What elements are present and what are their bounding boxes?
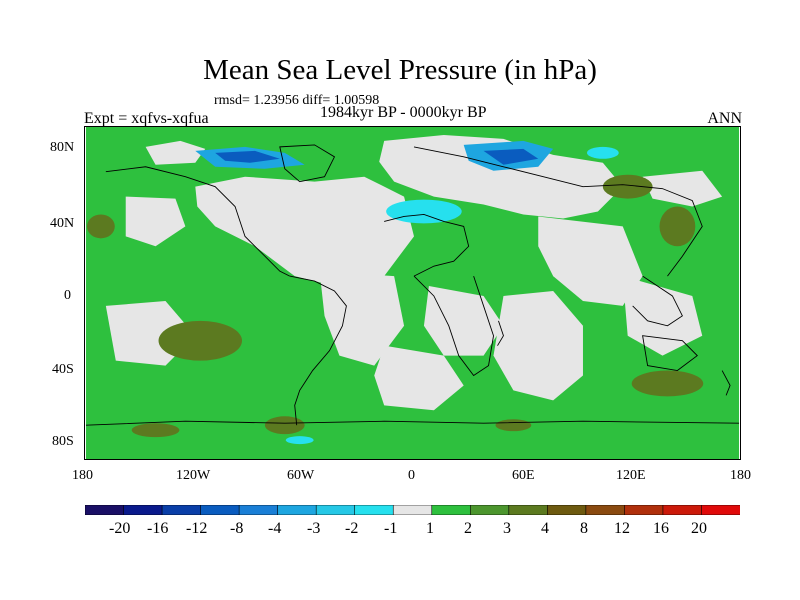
- pressure-map: [84, 126, 741, 460]
- colorbar-label: 20: [691, 520, 707, 537]
- colorbar-label: 3: [503, 520, 511, 537]
- colorbar-label: -2: [345, 520, 359, 537]
- colorbar-label: -12: [186, 520, 208, 537]
- colorbar-label: 16: [653, 520, 669, 537]
- colorbar-swatch: [123, 505, 163, 515]
- colorbar-swatch: [701, 505, 740, 515]
- colorbar-swatch: [238, 505, 279, 515]
- colorbar-label: 12: [614, 520, 630, 537]
- colorbar-swatch: [85, 505, 125, 515]
- colorbar-swatch: [624, 505, 664, 515]
- neutral-regions: [105, 134, 723, 411]
- lon-tick-label: 120W: [176, 468, 211, 483]
- colorbar-swatch: [200, 505, 240, 515]
- season-label: ANN: [707, 110, 742, 127]
- lon-tick-label: 180: [730, 468, 751, 483]
- colorbar-swatch: [354, 505, 394, 515]
- colorbar-label: -1: [384, 520, 398, 537]
- colorbar-label: -8: [230, 520, 244, 537]
- colorbar-label: 4: [541, 520, 549, 537]
- colorbar-swatch: [469, 505, 510, 515]
- coastlines: [85, 144, 740, 426]
- lon-tick-label: 120E: [616, 468, 646, 483]
- colorbar-swatch: [161, 505, 202, 515]
- negative-anomalies: [195, 140, 619, 445]
- lon-tick-label: 60W: [287, 468, 315, 483]
- colorbar-swatch: [315, 505, 356, 515]
- colorbar-swatch: [431, 505, 471, 515]
- colorbar-label: -20: [109, 520, 131, 537]
- colorbar-label: -3: [307, 520, 321, 537]
- map-title: Mean Sea Level Pressure (in hPa): [203, 54, 597, 86]
- experiment-label: Expt = xqfvs-xqfua: [84, 110, 209, 127]
- lat-tick-label: 40N: [50, 216, 75, 231]
- colorbar-label: 1: [426, 520, 434, 537]
- lon-tick-label: 0: [408, 468, 415, 483]
- colorbar-label: 2: [464, 520, 472, 537]
- colorbar-swatch: [662, 505, 703, 515]
- colorbar-swatch: [585, 505, 626, 515]
- lon-tick-label: 60E: [512, 468, 535, 483]
- colorbar-swatch: [392, 505, 433, 515]
- lat-tick-label: 0: [64, 288, 71, 303]
- colorbar-label: -4: [268, 520, 282, 537]
- lat-tick-label: 40S: [52, 362, 74, 377]
- colorbar-swatch: [547, 505, 587, 515]
- colorbar-swatch: [277, 505, 317, 515]
- lat-tick-label: 80N: [50, 140, 75, 155]
- rmsd-diff-stats: rmsd= 1.23956 diff= 1.00598: [214, 93, 380, 108]
- colorbar-swatch: [508, 505, 548, 515]
- lon-tick-label: 180: [72, 468, 93, 483]
- colorbar-label: -16: [147, 520, 169, 537]
- lat-tick-label: 80S: [52, 434, 74, 449]
- olive-patches: [86, 174, 704, 438]
- period-label: 1984kyr BP - 0000kyr BP: [320, 104, 487, 121]
- colorbar-label: 8: [580, 520, 588, 537]
- colorbar: [85, 505, 740, 515]
